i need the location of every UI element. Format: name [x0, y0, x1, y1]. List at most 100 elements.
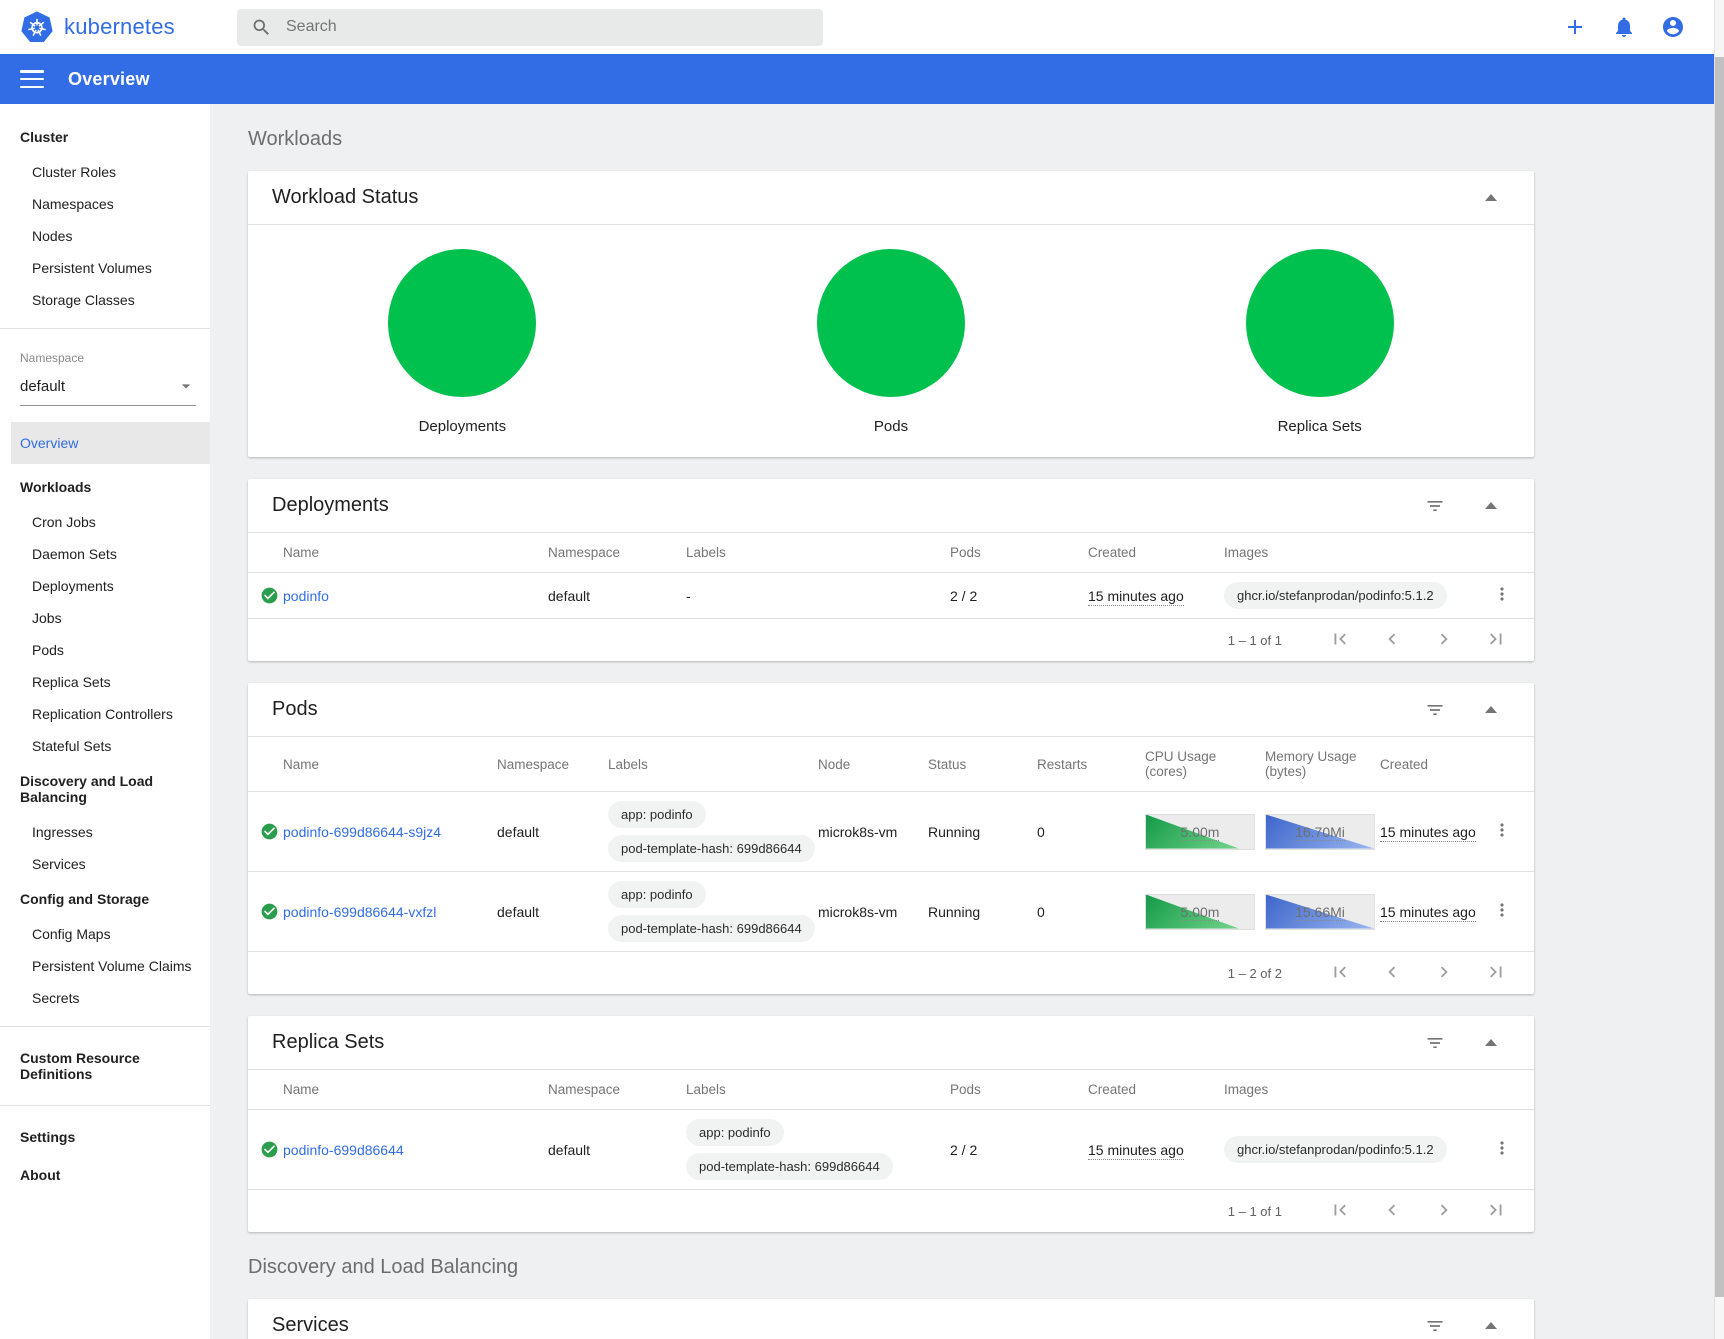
scrollbar[interactable]: [1714, 0, 1724, 1339]
column-images: Images: [1224, 1082, 1269, 1097]
sidebar-item-services[interactable]: Services: [32, 856, 86, 872]
sidebar-divider: [0, 1105, 210, 1106]
next-page-button[interactable]: [1432, 961, 1456, 985]
sidebar-item-about[interactable]: About: [20, 1167, 61, 1183]
sidebar-item-deployments[interactable]: Deployments: [32, 578, 114, 594]
sidebar-item-secrets[interactable]: Secrets: [32, 990, 80, 1006]
memory-sparkline[interactable]: 15.66Mi: [1265, 893, 1375, 930]
sidebar-item-config-maps[interactable]: Config Maps: [32, 926, 111, 942]
check-circle-icon: [261, 903, 278, 920]
brand[interactable]: kubernetes: [0, 10, 215, 44]
sidebar-item-overview[interactable]: Overview: [11, 422, 210, 464]
label-chip: app: podinfo: [608, 881, 706, 908]
replica-set-link[interactable]: podinfo-699d86644: [283, 1141, 404, 1158]
replica-sets-table: Name Namespace Labels Pods Created Image…: [248, 1069, 1534, 1190]
pods-status-pie[interactable]: [817, 249, 965, 397]
sidebar-item-custom-resource-definitions[interactable]: Custom Resource Definitions: [20, 1050, 140, 1082]
last-page-button[interactable]: [1484, 628, 1508, 652]
chevron-right-icon: [1440, 633, 1448, 645]
sidebar-item-storage-classes[interactable]: Storage Classes: [32, 292, 135, 308]
sidebar-item-namespaces[interactable]: Namespaces: [32, 196, 114, 212]
row-menu-button[interactable]: [1490, 584, 1514, 608]
filter-button[interactable]: [1424, 699, 1446, 721]
account-button[interactable]: [1660, 14, 1686, 40]
cpu-value: 5.00m: [1180, 903, 1220, 921]
previous-page-button[interactable]: [1380, 1199, 1404, 1223]
last-page-icon: [1490, 633, 1502, 645]
sidebar-heading-discovery[interactable]: Discovery and Load Balancing: [20, 773, 154, 805]
pagination: 1 – 1 of 1: [248, 619, 1534, 661]
first-page-button[interactable]: [1328, 961, 1352, 985]
replica-sets-status-pie[interactable]: [1245, 249, 1394, 397]
column-status: Status: [928, 756, 967, 772]
next-page-button[interactable]: [1432, 1199, 1456, 1223]
next-page-button[interactable]: [1432, 628, 1456, 652]
filter-button[interactable]: [1424, 495, 1446, 517]
sidebar-item-jobs[interactable]: Jobs: [32, 610, 62, 626]
first-page-button[interactable]: [1328, 628, 1352, 652]
filter-button[interactable]: [1424, 1032, 1446, 1054]
row-menu-button[interactable]: [1490, 1138, 1514, 1162]
sidebar-heading-config[interactable]: Config and Storage: [20, 891, 150, 907]
notifications-button[interactable]: [1611, 14, 1637, 40]
sidebar-item-replication-controllers[interactable]: Replication Controllers: [32, 706, 173, 722]
cpu-sparkline[interactable]: 5.00m: [1145, 813, 1255, 850]
chevron-right-icon: [1440, 966, 1448, 978]
pod-row: podinfo-699d86644-s9jz4 default app: pod…: [248, 792, 1534, 872]
label-chip: pod-template-hash: 699d86644: [608, 835, 815, 862]
cpu-sparkline[interactable]: 5.00m: [1145, 893, 1255, 930]
sidebar-heading-cluster[interactable]: Cluster: [20, 129, 69, 145]
create-resource-button[interactable]: [1562, 14, 1588, 40]
actions-column: [1490, 737, 1534, 792]
sidebar-item-stateful-sets[interactable]: Stateful Sets: [32, 738, 112, 754]
created-cell: 15 minutes ago: [1088, 587, 1184, 606]
namespace-cell: default: [548, 587, 591, 604]
sidebar-item-cluster-roles[interactable]: Cluster Roles: [32, 164, 117, 180]
deployment-link[interactable]: podinfo: [283, 587, 329, 604]
menu-icon[interactable]: [20, 70, 44, 88]
sidebar-item-persistent-volumes[interactable]: Persistent Volumes: [32, 260, 152, 276]
brand-name: kubernetes: [64, 14, 175, 39]
pod-link[interactable]: podinfo-699d86644-vxfzl: [283, 903, 437, 920]
namespace-cell: default: [548, 1141, 591, 1158]
sidebar-item-cron-jobs[interactable]: Cron Jobs: [32, 514, 96, 530]
filter-button[interactable]: [1424, 1315, 1446, 1337]
first-page-button[interactable]: [1328, 1199, 1352, 1223]
sidebar-item-settings[interactable]: Settings: [20, 1129, 76, 1145]
deployments-status-pie[interactable]: [388, 249, 537, 397]
collapse-card-button[interactable]: [1480, 699, 1502, 721]
previous-page-button[interactable]: [1380, 628, 1404, 652]
deployments-card: Deployments Name Namespace Labels: [248, 479, 1534, 661]
pie-label: Deployments: [418, 418, 507, 435]
last-page-button[interactable]: [1484, 1199, 1508, 1223]
column-created: Created: [1088, 545, 1137, 560]
sidebar-item-persistent-volume-claims[interactable]: Persistent Volume Claims: [32, 958, 192, 974]
pod-link[interactable]: podinfo-699d86644-s9jz4: [283, 823, 442, 840]
column-labels: Labels: [608, 756, 648, 772]
collapse-card-button[interactable]: [1480, 1315, 1502, 1337]
row-menu-button[interactable]: [1490, 900, 1514, 924]
sidebar-heading-workloads[interactable]: Workloads: [20, 479, 92, 495]
sidebar-item-nodes[interactable]: Nodes: [32, 228, 73, 244]
sidebar-item-daemon-sets[interactable]: Daemon Sets: [32, 546, 117, 562]
column-labels: Labels: [686, 545, 726, 560]
last-page-button[interactable]: [1484, 961, 1508, 985]
column-images: Images: [1224, 545, 1269, 560]
search-bar[interactable]: [237, 8, 823, 46]
kebab-icon: [1500, 1141, 1504, 1155]
row-menu-button[interactable]: [1490, 820, 1514, 844]
namespace-cell: default: [497, 903, 540, 920]
collapse-card-button[interactable]: [1480, 495, 1502, 517]
sidebar-item-replica-sets[interactable]: Replica Sets: [32, 674, 111, 690]
collapse-card-button[interactable]: [1480, 187, 1502, 209]
memory-sparkline[interactable]: 16.70Mi: [1265, 813, 1375, 850]
pagination-range: 1 – 2 of 2: [1227, 965, 1282, 981]
collapse-card-button[interactable]: [1480, 1032, 1502, 1054]
sidebar-item-pods[interactable]: Pods: [32, 642, 64, 658]
search-input[interactable]: [286, 18, 809, 36]
sidebar-item-ingresses[interactable]: Ingresses: [32, 824, 93, 840]
previous-page-button[interactable]: [1380, 961, 1404, 985]
namespace-select[interactable]: default: [20, 369, 196, 406]
column-node: Node: [818, 756, 851, 772]
scrollbar-thumb[interactable]: [1715, 57, 1724, 1297]
